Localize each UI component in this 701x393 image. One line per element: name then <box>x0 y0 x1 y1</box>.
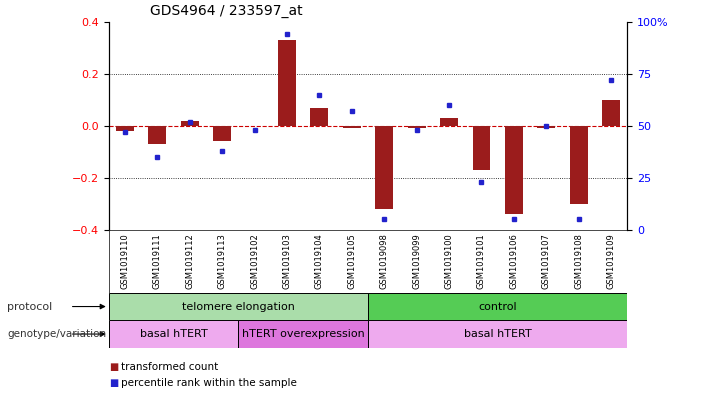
Bar <box>278 40 296 126</box>
Bar <box>408 126 426 129</box>
Text: genotype/variation: genotype/variation <box>7 329 106 339</box>
Bar <box>602 100 620 126</box>
Text: GSM1019111: GSM1019111 <box>153 233 162 289</box>
Bar <box>213 126 231 141</box>
Text: GSM1019107: GSM1019107 <box>542 233 551 289</box>
Bar <box>368 293 627 320</box>
Bar <box>149 126 166 144</box>
Text: basal hTERT: basal hTERT <box>139 329 207 339</box>
Bar <box>109 320 238 348</box>
Bar <box>472 126 491 170</box>
Text: protocol: protocol <box>7 301 53 312</box>
Text: GSM1019099: GSM1019099 <box>412 233 421 289</box>
Text: GSM1019105: GSM1019105 <box>347 233 356 289</box>
Text: control: control <box>478 301 517 312</box>
Bar <box>311 108 328 126</box>
Text: telomere elongation: telomere elongation <box>182 301 295 312</box>
Text: transformed count: transformed count <box>121 362 219 373</box>
Text: GSM1019106: GSM1019106 <box>510 233 519 289</box>
Bar <box>238 320 368 348</box>
Text: GDS4964 / 233597_at: GDS4964 / 233597_at <box>150 4 303 18</box>
Text: ■: ■ <box>109 362 118 373</box>
Bar <box>181 121 198 126</box>
Text: GSM1019110: GSM1019110 <box>121 233 130 289</box>
Bar <box>116 126 134 131</box>
Text: GSM1019112: GSM1019112 <box>185 233 194 289</box>
Bar <box>109 293 368 320</box>
Bar <box>440 118 458 126</box>
Bar <box>538 126 555 129</box>
Bar <box>368 320 627 348</box>
Text: percentile rank within the sample: percentile rank within the sample <box>121 378 297 388</box>
Text: GSM1019104: GSM1019104 <box>315 233 324 289</box>
Text: GSM1019098: GSM1019098 <box>380 233 389 289</box>
Text: GSM1019108: GSM1019108 <box>574 233 583 289</box>
Bar <box>570 126 587 204</box>
Text: GSM1019101: GSM1019101 <box>477 233 486 289</box>
Text: hTERT overexpression: hTERT overexpression <box>242 329 365 339</box>
Bar <box>505 126 523 214</box>
Text: GSM1019113: GSM1019113 <box>217 233 226 289</box>
Text: basal hTERT: basal hTERT <box>464 329 531 339</box>
Text: GSM1019109: GSM1019109 <box>606 233 615 289</box>
Bar <box>343 126 361 129</box>
Bar <box>375 126 393 209</box>
Text: GSM1019102: GSM1019102 <box>250 233 259 289</box>
Text: GSM1019100: GSM1019100 <box>444 233 454 289</box>
Text: GSM1019103: GSM1019103 <box>283 233 292 289</box>
Text: ■: ■ <box>109 378 118 388</box>
